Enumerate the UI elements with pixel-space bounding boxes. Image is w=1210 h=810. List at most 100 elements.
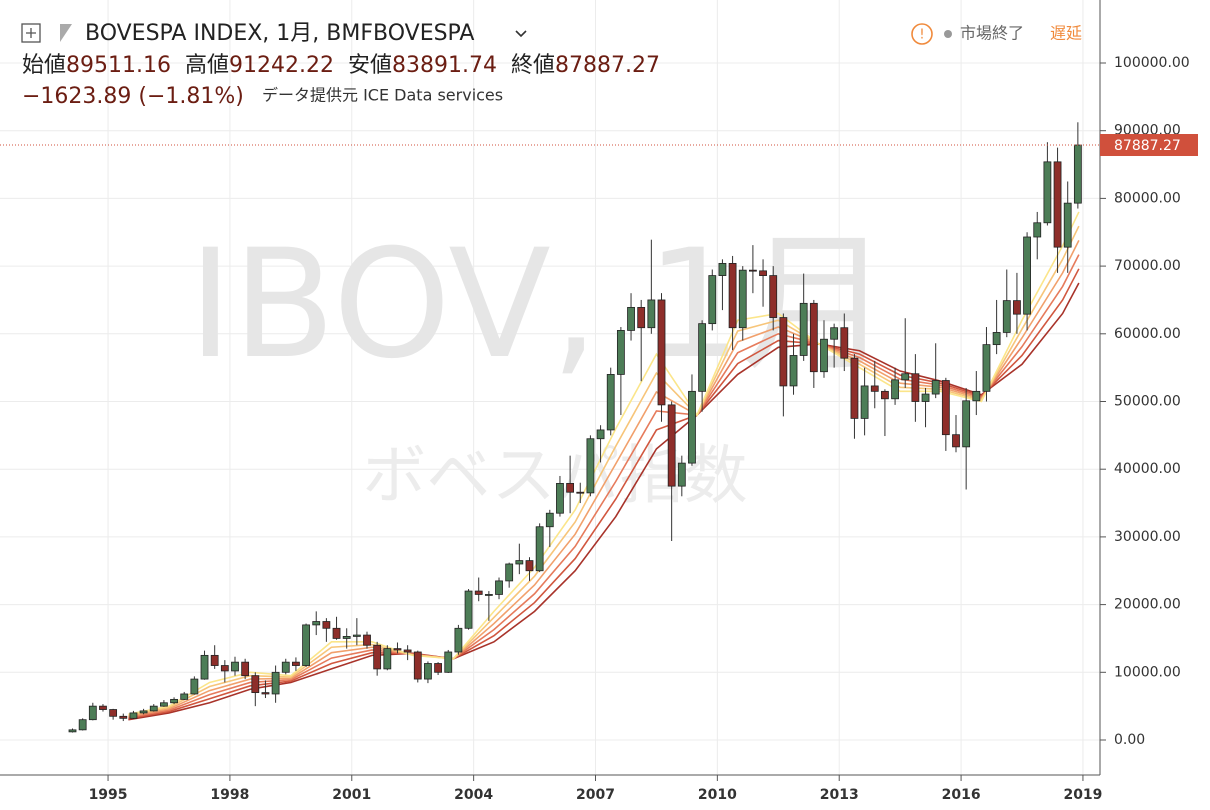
y-tick-label: 100000.00: [1114, 55, 1190, 71]
warning-mark: !: [919, 28, 924, 43]
candle-body: [484, 594, 493, 596]
dropdown-icon[interactable]: [515, 30, 527, 38]
ohlc-label: 始値: [22, 53, 66, 78]
candle-body: [363, 634, 371, 646]
candle-body: [525, 560, 534, 572]
candle-body: [210, 654, 219, 666]
candle-body: [474, 590, 483, 595]
candle-body: [1002, 300, 1011, 333]
ohlc-value: 89511.16: [66, 53, 171, 78]
candle-body: [332, 627, 341, 639]
candle-body: [718, 262, 727, 276]
candle-body: [637, 306, 646, 329]
x-tick-label: 2019: [1063, 787, 1102, 803]
candle-body: [982, 344, 991, 392]
candle-body: [170, 698, 178, 704]
x-tick-label: 1998: [210, 787, 249, 803]
candle-body: [403, 649, 412, 653]
x-tick-label: 1995: [89, 787, 128, 803]
candle-body: [160, 702, 168, 707]
moving-average: [128, 225, 1080, 717]
candle-body: [952, 434, 960, 448]
candle-body: [992, 332, 1001, 346]
candle-body: [911, 373, 920, 402]
candle-body: [454, 627, 463, 653]
candle-body: [830, 327, 839, 340]
candle-body: [261, 692, 270, 695]
y-tick-label: 30000.00: [1114, 529, 1181, 545]
candle-body: [972, 390, 981, 402]
candle-body: [921, 393, 930, 402]
chart-title: BOVESPA INDEX, 1月, BMFBOVESPA: [85, 21, 474, 46]
candle-body: [1063, 202, 1072, 248]
candle-body: [149, 705, 158, 712]
candle-body: [220, 665, 229, 672]
x-tick-label: 2013: [820, 787, 859, 803]
candle-body: [119, 715, 128, 719]
candle-body: [342, 636, 351, 639]
y-tick-label: 40000.00: [1114, 461, 1181, 477]
x-tick-label: 2004: [454, 787, 493, 803]
ohlc-label: 終値: [511, 53, 555, 78]
warning-icon[interactable]: [911, 23, 933, 45]
candle-body: [444, 651, 453, 673]
candle-body: [109, 709, 118, 717]
candle-body: [535, 526, 544, 572]
ohlc-value: 91242.22: [229, 53, 334, 78]
candle-body: [139, 710, 148, 714]
candle-body: [271, 671, 280, 695]
x-tick-label: 2001: [332, 787, 371, 803]
axes: 0.00 10000.00 20000.00 30000.00 40000.00 5000…: [89, 55, 1198, 803]
candle-body: [941, 380, 950, 436]
candle-body: [708, 275, 717, 325]
candle-body: [738, 269, 747, 329]
candle-body: [901, 373, 910, 381]
plot: [0, 122, 1100, 733]
candle-body: [616, 330, 625, 375]
candle-body: [748, 269, 757, 272]
flag-icon: [60, 24, 72, 42]
candle-body: [586, 438, 595, 494]
candle-body: [434, 663, 442, 673]
candle-body: [200, 654, 209, 680]
candle-body: [820, 338, 828, 373]
candle-body: [667, 404, 676, 487]
header: BOVESPA INDEX, 1月, BMFBOVESPA 始値89511.16…: [21, 21, 1082, 109]
candle-body: [606, 374, 615, 431]
candle-body: [292, 661, 300, 666]
delay[interactable]: 遅延: [1050, 24, 1082, 43]
candle-body: [495, 580, 503, 595]
candle-body: [424, 663, 432, 680]
candle-body: [88, 705, 97, 721]
candle-body: [1033, 222, 1042, 238]
candle-body: [78, 719, 87, 731]
candle-body: [779, 317, 788, 387]
ohlc-header: 始値89511.16 高値91242.22 安値83891.74 終値87887.27: [22, 53, 660, 78]
candle-body: [241, 661, 250, 677]
candle-body: [881, 390, 889, 400]
moving-average: [128, 211, 1080, 716]
ohlc-value: 87887.27: [555, 53, 660, 78]
candle-body: [698, 323, 707, 392]
candle-body: [1053, 161, 1062, 248]
candle-body: [688, 390, 696, 464]
candle-body: [840, 327, 849, 359]
candle-body: [566, 483, 575, 493]
candle-body: [190, 678, 199, 695]
y-tick-label: 80000.00: [1114, 190, 1181, 206]
y-tick-label: 70000.00: [1114, 258, 1181, 274]
candle-body: [728, 262, 737, 329]
candle-body: [302, 624, 310, 666]
candle-body: [383, 648, 392, 670]
candle-body: [312, 621, 321, 626]
candle-body: [68, 729, 77, 733]
candle-body: [556, 483, 564, 514]
last-price-label: 87887.27: [1114, 138, 1181, 154]
add-icon[interactable]: [21, 23, 41, 43]
candle-body: [576, 491, 585, 494]
ohlc-label: 高値: [185, 53, 229, 78]
change: −1623.89 (−1.81%): [22, 84, 244, 109]
candle-body: [373, 644, 382, 670]
